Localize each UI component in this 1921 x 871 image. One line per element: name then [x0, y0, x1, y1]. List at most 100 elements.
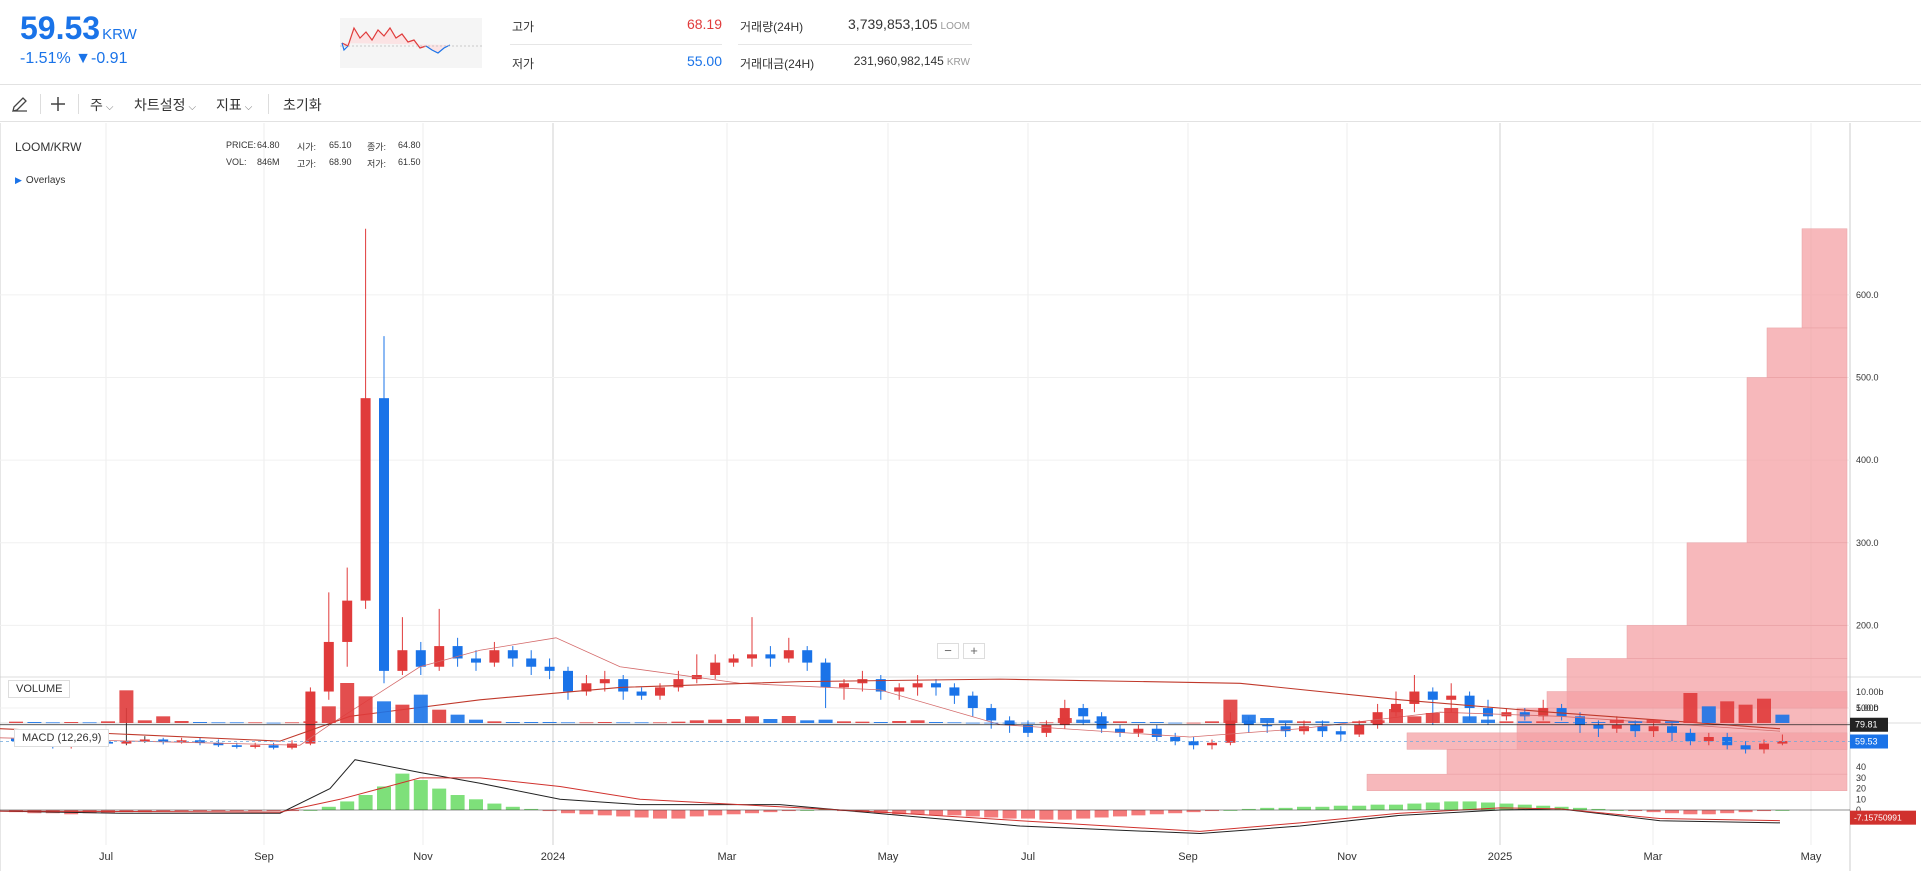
reset-button[interactable]: 초기화 [283, 97, 322, 113]
volume-bar [193, 722, 207, 723]
volume-bar [1094, 721, 1109, 723]
volume-bar [1573, 722, 1587, 724]
macd-histogram-bar [1646, 810, 1661, 813]
macd-histogram-bar [524, 808, 539, 810]
volume-bar [763, 719, 778, 723]
overlays-toggle[interactable]: ▶ Overlays [15, 175, 66, 186]
crosshair-plus-icon[interactable] [48, 94, 68, 117]
volume-bar [413, 694, 428, 723]
candle-down [986, 708, 997, 721]
period-dropdown[interactable]: 주 ⌵ [90, 97, 114, 113]
volume-profile-bar [1766, 327, 1848, 378]
candle-up [1759, 743, 1769, 750]
macd-histogram-bar [469, 799, 483, 810]
x-tick-label: Nov [413, 851, 433, 863]
chart-canvas[interactable]: Jul Sep Nov 2024 Mar May Jul Sep Nov 2025 Mar May 10… [0, 123, 1921, 871]
macd-histogram-bar [597, 810, 612, 816]
volume-bar [653, 722, 667, 724]
volume-bar [1168, 722, 1183, 724]
macd-signal-line [0, 777, 1781, 832]
macd-histogram-bar [1407, 803, 1422, 810]
candle-down [1023, 724, 1033, 733]
volume-bar [1352, 721, 1367, 723]
macd-histogram-bar [413, 780, 428, 810]
volume-bar [671, 721, 686, 723]
candle-down [544, 666, 555, 671]
macd-histogram-bar [1389, 804, 1403, 810]
macd-histogram-bar [800, 810, 815, 811]
change-arrow-icon: ▼ [75, 50, 91, 67]
volume-bar [616, 722, 631, 724]
volume-bar [1536, 721, 1551, 723]
volume-bar [1057, 718, 1072, 723]
ref-price-tag [1850, 717, 1888, 732]
info-vol-label: VOL: [226, 157, 247, 167]
candle-down [967, 695, 978, 709]
candle-down [1575, 716, 1585, 725]
chart-settings-dropdown[interactable]: 차트설정 ⌵ [134, 97, 197, 113]
price-chart[interactable]: Jul Sep Nov 2024 Mar May Jul Sep Nov 2025 Mar May 10… [0, 123, 1921, 871]
indicators-dropdown[interactable]: 지표 ⌵ [216, 97, 253, 113]
macd-histogram-bar [873, 810, 888, 814]
volume-bar [1205, 721, 1219, 723]
macd-histogram-bar [1352, 805, 1367, 810]
volume-bar [82, 722, 97, 724]
macd-histogram-bar [285, 810, 299, 812]
volume-profile-bar [1801, 228, 1848, 329]
candle-down [765, 654, 776, 659]
candle-up [305, 691, 316, 744]
macd-histogram-bar [229, 810, 244, 812]
candle-up [655, 687, 665, 696]
candle-up [434, 646, 445, 667]
volume-bar [837, 721, 851, 723]
moving-average-line [0, 678, 1781, 742]
candle-up [121, 741, 132, 744]
macd-tick-label: 40 [1856, 762, 1866, 772]
candle-down [931, 683, 941, 688]
x-tick-label: Jul [99, 851, 113, 863]
macd-histogram-bar [892, 810, 907, 815]
candle-up [287, 743, 297, 748]
candle-down [1188, 741, 1199, 746]
chevron-down-icon: ⌵ [188, 102, 197, 113]
macd-histogram-bar [1499, 803, 1514, 810]
change-amount: -0.91 [91, 50, 128, 67]
candle-up [1648, 726, 1659, 732]
chevron-down-icon: ⌵ [244, 102, 253, 113]
price-currency: KRW [102, 26, 137, 43]
candle-up [1059, 708, 1070, 725]
candle-up [139, 739, 150, 742]
candle-down [1519, 712, 1530, 717]
price-tick-label: 100.0 [1856, 703, 1879, 713]
macd-histogram-bar [1021, 810, 1035, 819]
candle-down [471, 658, 481, 663]
macd-histogram-bar [1333, 805, 1348, 810]
macd-histogram-bar [1757, 810, 1771, 812]
zoom-in-button[interactable]: + [963, 643, 985, 659]
info-price-label: PRICE: [226, 140, 257, 150]
macd-histogram-bar [1094, 810, 1109, 818]
candle-down [820, 662, 831, 688]
pencil-icon[interactable] [10, 94, 30, 117]
candle-up [1354, 724, 1365, 735]
volume-bar [1499, 721, 1514, 723]
macd-histogram-bar [1113, 810, 1127, 817]
candle-up [710, 662, 721, 676]
volume-bar [1481, 719, 1495, 723]
candle-up [1299, 726, 1309, 732]
volume-bar [174, 721, 189, 723]
toolbar-divider [78, 94, 79, 114]
volume-pane-label: VOLUME [8, 680, 71, 698]
zoom-out-button[interactable]: − [937, 643, 959, 659]
macd-histogram-bar [1462, 801, 1477, 810]
macd-histogram-bar [1297, 806, 1311, 810]
macd-histogram-bar [1683, 810, 1698, 815]
price-tick-label: 500.0 [1856, 373, 1879, 383]
macd-value-tag [1850, 810, 1916, 825]
macd-histogram-bar [1057, 810, 1072, 820]
amount-24h-value: 231,960,982,145 KRW [853, 54, 970, 68]
macd-histogram-bar [1168, 810, 1183, 814]
current-price: 59.53 KRW [20, 10, 137, 46]
candle-down [507, 650, 518, 659]
macd-histogram-bar [1315, 806, 1330, 810]
